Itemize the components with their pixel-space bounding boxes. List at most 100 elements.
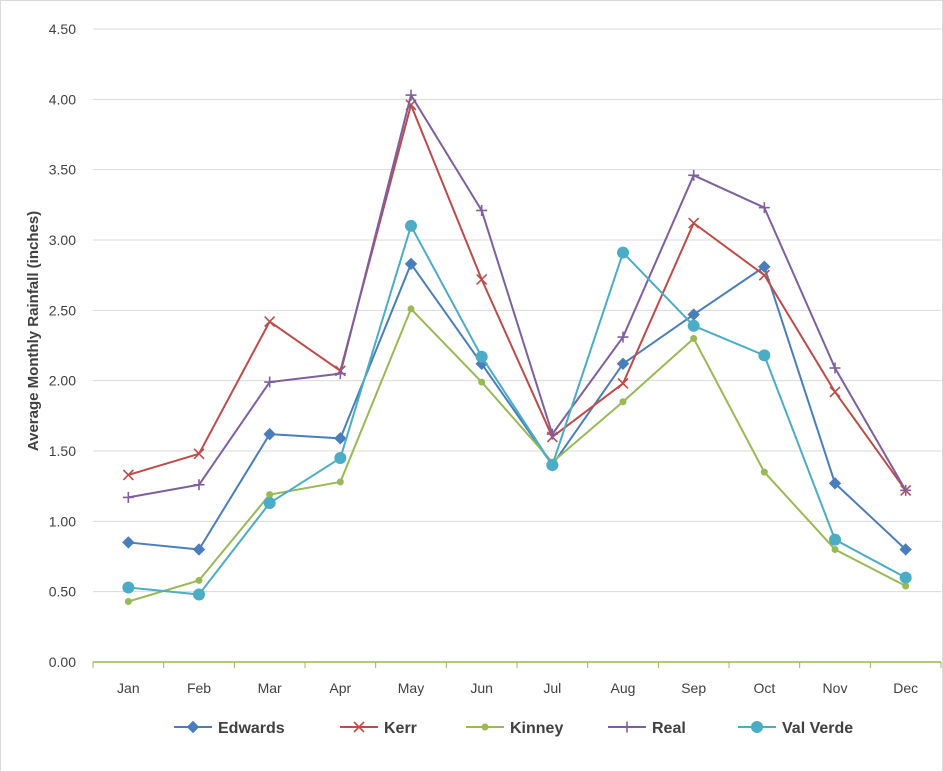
data-point-val-verde [546, 459, 559, 472]
x-tick-label: Feb [187, 680, 211, 696]
legend-marker [621, 721, 633, 733]
data-point-kinney [195, 576, 203, 584]
marker-stroke [193, 448, 205, 460]
data-point-val-verde [758, 349, 771, 362]
data-point-kerr [476, 273, 488, 285]
data-point-edwards [263, 427, 276, 441]
y-axis-title: Average Monthly Rainfall (inches) [25, 211, 42, 451]
x-tick-label: Jan [117, 680, 140, 696]
series-real [122, 89, 912, 503]
marker-stroke [758, 269, 770, 281]
x-tick-label: Mar [258, 680, 282, 696]
x-tick-label: May [398, 680, 424, 696]
gridlines [93, 28, 941, 593]
series-kerr [122, 99, 912, 496]
legend-item-kinney: Kinney [466, 720, 563, 737]
data-point-real [617, 331, 629, 343]
data-point-real [264, 376, 276, 388]
data-point-kinney [407, 305, 415, 313]
x-tick-label: Aug [611, 680, 636, 696]
data-point-edwards [899, 543, 912, 556]
data-point-edwards [192, 543, 206, 556]
data-point-val-verde [263, 497, 276, 510]
y-axis-tick-labels: 0.00 0.50 1.00 1.50 2.00 2.50 3.00 3.50 4.00 4.50 [49, 21, 76, 670]
legend-marker [353, 721, 365, 733]
x-tick-label: Jul [543, 680, 561, 696]
legend-label: Edwards [218, 720, 285, 737]
y-tick-label: 2.50 [49, 302, 76, 318]
legend-label: Kinney [510, 720, 563, 737]
data-point-kinney [831, 545, 839, 553]
legend-label: Kerr [384, 720, 417, 737]
legend-label: Real [652, 720, 686, 737]
data-point-val-verde [687, 319, 700, 332]
data-point-real [334, 368, 346, 380]
data-point-real [829, 362, 841, 374]
data-point-edwards [758, 260, 771, 273]
data-point-real [758, 202, 770, 214]
legend-marker [186, 720, 200, 734]
y-tick-label: 3.00 [49, 232, 76, 248]
x-tick-label: Sep [681, 680, 706, 696]
x-tick-label: Jun [470, 680, 493, 696]
legend-marker [481, 723, 489, 731]
data-point-kinney [124, 598, 132, 606]
x-tick-label: Apr [329, 680, 351, 696]
data-point-edwards [828, 477, 842, 490]
data-point-kerr [829, 386, 841, 398]
x-axis-tick-labels: Jan Feb Mar Apr May Jun Jul Aug Sep Oct Nov Dec [117, 680, 918, 696]
data-point-edwards [334, 432, 347, 445]
data-point-real [900, 484, 912, 496]
data-point-real [546, 428, 558, 440]
series-line-kinney [128, 307, 907, 603]
y-tick-label: 1.00 [49, 513, 76, 529]
series-line-kerr [128, 103, 907, 491]
data-point-val-verde [617, 246, 629, 259]
data-point-edwards [404, 257, 418, 271]
marker-stroke [353, 721, 365, 733]
data-point-kerr [122, 469, 134, 481]
legend-item-val-verde: Val Verde [738, 720, 853, 737]
marker-stroke [122, 469, 134, 481]
data-point-real [193, 479, 205, 491]
series-line-real [128, 94, 907, 499]
x-tick-label: Nov [823, 680, 848, 696]
data-point-val-verde [193, 588, 205, 601]
data-point-val-verde [405, 219, 417, 232]
data-point-real [476, 204, 488, 216]
series-val-verde [122, 219, 912, 601]
y-tick-label: 0.50 [49, 584, 76, 600]
x-axis [92, 661, 942, 668]
data-point-kinney [266, 491, 274, 499]
marker-stroke [688, 217, 700, 229]
series-group [122, 89, 912, 606]
data-point-real [688, 169, 700, 181]
data-point-kerr [758, 269, 770, 281]
x-tick-label: Oct [753, 680, 775, 696]
x-tick-label: Dec [893, 680, 918, 696]
data-point-kinney [760, 468, 768, 476]
y-tick-label: 4.00 [49, 91, 76, 107]
data-point-val-verde [829, 533, 841, 546]
legend-label: Val Verde [782, 720, 853, 737]
data-point-real [122, 491, 134, 503]
marker-stroke [476, 273, 488, 285]
data-point-kerr [193, 448, 205, 460]
data-point-kinney [690, 334, 698, 342]
data-point-real [405, 89, 417, 101]
y-tick-label: 0.00 [49, 654, 76, 670]
legend-item-kerr: Kerr [340, 720, 417, 737]
data-point-val-verde [899, 571, 912, 584]
data-point-kinney [336, 478, 344, 486]
marker-stroke [264, 316, 276, 328]
y-tick-label: 3.50 [49, 162, 76, 178]
data-point-edwards [122, 536, 135, 549]
data-point-val-verde [122, 581, 135, 594]
legend-item-edwards: Edwards [174, 720, 285, 737]
y-tick-label: 2.00 [49, 373, 76, 389]
data-point-kerr [688, 217, 700, 229]
marker-stroke [829, 386, 841, 398]
data-point-kerr [617, 377, 629, 390]
